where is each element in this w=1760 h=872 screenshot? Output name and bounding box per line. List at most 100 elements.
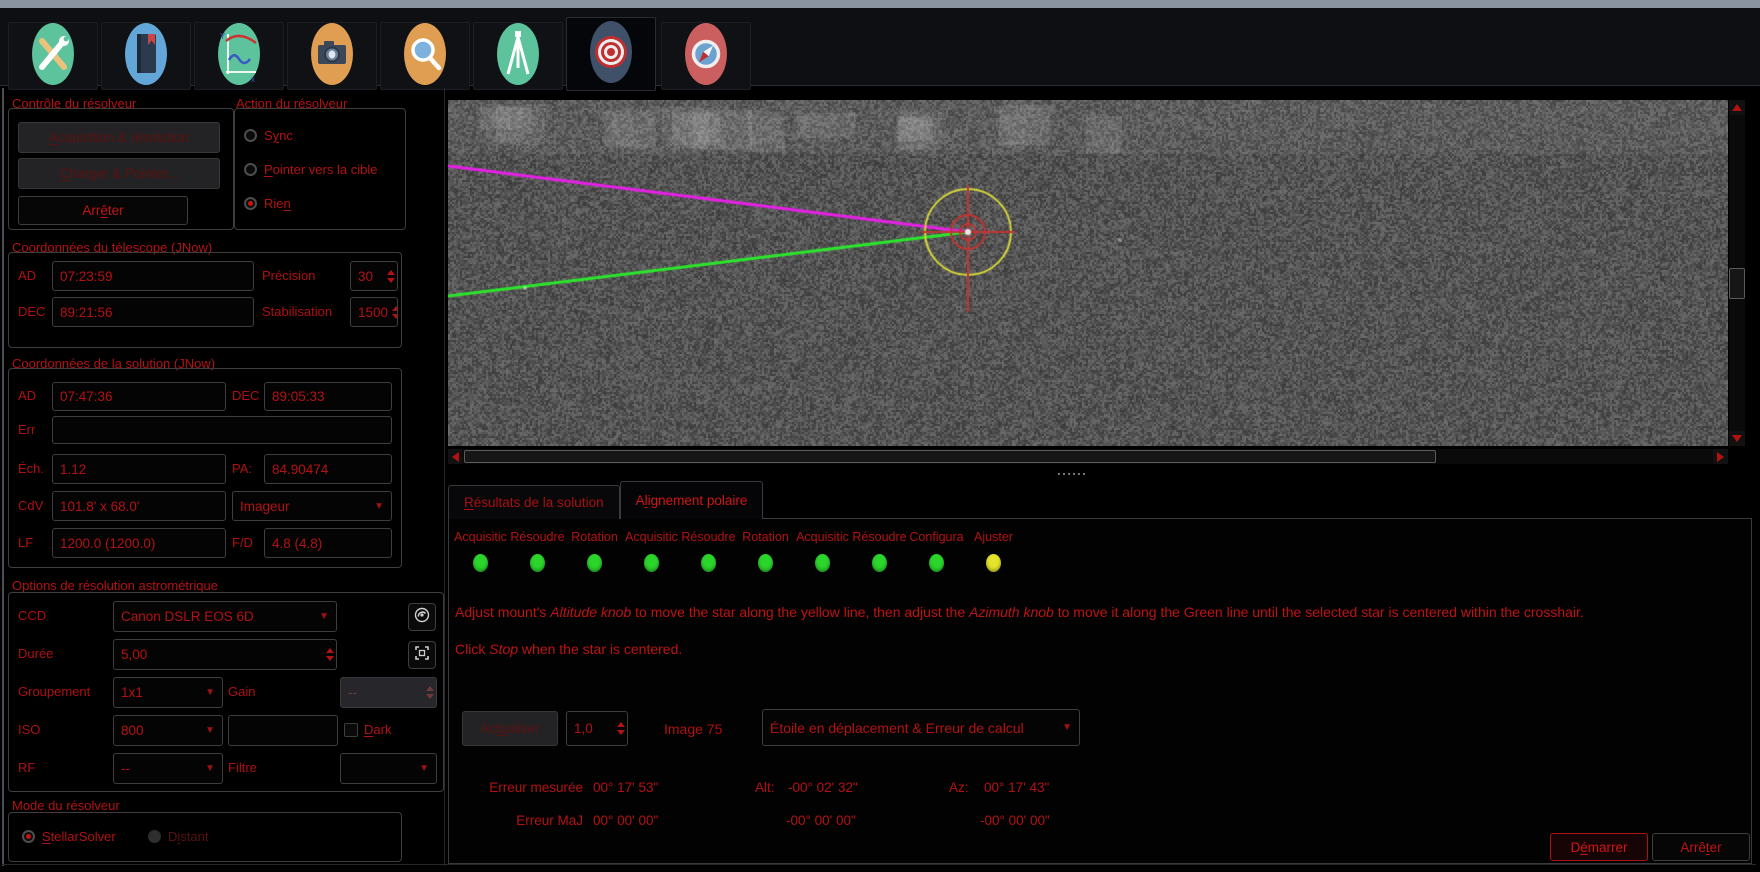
left-frame-edge xyxy=(2,88,4,866)
solver-stop-button[interactable]: Arr ê ter xyxy=(18,196,188,225)
radio-sync-circle[interactable] xyxy=(244,129,257,142)
step-solve-2: Résoudre xyxy=(680,530,737,572)
compass-icon xyxy=(684,22,728,91)
iso-value: 800 xyxy=(121,723,144,738)
alt-updated-value: -00° 00' 00" xyxy=(786,813,856,828)
spinner-arrows-icon[interactable] xyxy=(617,722,625,735)
step-label: Rotation xyxy=(742,530,789,544)
scroll-left-arrow[interactable] xyxy=(448,449,462,464)
binning-dropdown[interactable]: 1x1 ▼ xyxy=(113,677,223,708)
offset-field[interactable] xyxy=(228,715,338,746)
settle-value: 1500 xyxy=(358,304,389,320)
fov-label: CdV xyxy=(18,498,44,513)
tab-scheduler[interactable] xyxy=(101,22,191,90)
window-titlebar-strip xyxy=(0,0,1760,8)
step-status-dot xyxy=(644,554,659,572)
gain-value: -- xyxy=(348,685,357,700)
chevron-down-icon: ▼ xyxy=(205,725,215,736)
alt-error-label: Alt: xyxy=(755,780,775,795)
radio-stellarsolver-circle[interactable] xyxy=(22,830,35,843)
radio-stellarsolver[interactable] xyxy=(22,830,35,848)
refresh-button[interactable]: Ac tu aliser xyxy=(462,711,558,746)
accuracy-spinbox[interactable]: 30 xyxy=(350,261,398,291)
filter-dropdown[interactable]: ▼ xyxy=(340,753,437,784)
az-error-label: Az: xyxy=(949,780,969,795)
splitter-handle[interactable] xyxy=(1058,473,1085,475)
section-title-telescope-coords: Coordonnées du télescope (JNow) xyxy=(12,240,213,255)
stop-button[interactable]: Arrê t er xyxy=(1652,833,1750,861)
spinner-arrows-icon xyxy=(426,686,434,699)
spinner-arrows-icon[interactable] xyxy=(387,269,395,283)
tab-capture[interactable] xyxy=(287,22,377,90)
step-label: Acquisitic xyxy=(796,530,849,544)
settle-spinbox[interactable]: 1500 xyxy=(350,297,398,327)
filter-wheel-dropdown[interactable]: -- ▼ xyxy=(113,753,223,784)
sky-image-view[interactable] xyxy=(448,100,1728,446)
scroll-right-arrow[interactable] xyxy=(1713,449,1728,464)
zoom-fit-button[interactable] xyxy=(408,641,436,669)
step-label: Ajuster xyxy=(974,530,1013,544)
tab-mount[interactable] xyxy=(473,22,563,90)
step-rotate-2: Rotation xyxy=(737,530,794,572)
stretch-toggle-button[interactable] xyxy=(408,603,436,631)
step-capture-3: Acquisitic xyxy=(794,530,851,572)
hscrollbar-thumb[interactable] xyxy=(464,450,1436,463)
vscrollbar-thumb[interactable] xyxy=(1729,268,1745,299)
error-label: Err xyxy=(18,422,36,437)
solver-control-group xyxy=(8,108,234,230)
dark-checkbox[interactable] xyxy=(344,723,358,737)
display-mode-dropdown[interactable]: Étoile en déplacement & Erreur de calcul… xyxy=(762,709,1080,746)
panel-splitter[interactable] xyxy=(444,88,445,866)
radio-nothing-circle[interactable] xyxy=(244,197,257,210)
solver-action-group xyxy=(234,108,406,230)
spinner-arrows-icon[interactable] xyxy=(392,305,397,319)
radio-nothing[interactable] xyxy=(244,197,257,215)
tab-align[interactable] xyxy=(566,17,656,91)
radio-slew-to-target[interactable] xyxy=(244,163,257,181)
tab-guide[interactable] xyxy=(661,22,751,90)
binning-value: 1x1 xyxy=(121,685,143,700)
telescope-dec-field[interactable]: 89:21:56 xyxy=(52,297,254,327)
step-status-dot xyxy=(587,554,602,572)
polar-steps: Acquisitic Résoudre Rotation Acquisitic … xyxy=(452,530,1022,572)
focal-length-field: 1200.0 (1200.0) xyxy=(52,528,226,558)
iso-dropdown[interactable]: 800 ▼ xyxy=(113,715,223,746)
tab-focus[interactable] xyxy=(380,22,470,90)
exposure-spinbox[interactable]: 5,00 xyxy=(113,639,337,670)
step-capture-2: Acquisitic xyxy=(623,530,680,572)
spinner-arrows-icon[interactable] xyxy=(326,648,334,661)
bottom-frame-edge xyxy=(2,864,1756,865)
refresh-exposure-spinbox[interactable]: 1,0 xyxy=(566,711,628,746)
solution-dec-label: DEC xyxy=(232,388,260,403)
scroll-down-arrow[interactable] xyxy=(1729,431,1745,446)
fov-field: 101.8' x 68.0' xyxy=(52,491,226,521)
radio-remote-circle[interactable] xyxy=(148,830,161,843)
step-status-dot xyxy=(815,554,830,572)
chevron-down-icon: ▼ xyxy=(319,611,329,622)
camera-icon xyxy=(310,22,354,91)
ccd-dropdown[interactable]: Canon DSLR EOS 6D ▼ xyxy=(113,601,337,632)
az-updated-value: -00° 00' 00" xyxy=(980,813,1050,828)
gain-spinbox[interactable]: -- xyxy=(340,677,437,708)
image-count-label: Image 75 xyxy=(664,721,723,737)
focal-ratio-field: 4.8 (4.8) xyxy=(264,528,392,558)
tab-setup[interactable] xyxy=(8,22,98,90)
scroll-up-arrow[interactable] xyxy=(1729,100,1745,115)
radio-slew-circle[interactable] xyxy=(244,163,257,176)
radio-remote[interactable] xyxy=(148,830,161,848)
radio-sync[interactable] xyxy=(244,129,257,147)
fov-profile-dropdown[interactable]: Imageur ▼ xyxy=(232,491,392,521)
telescope-ra-field[interactable]: 07:23:59 xyxy=(52,261,254,291)
scale-label: Éch. xyxy=(18,461,45,476)
step-solve-3: Résoudre xyxy=(851,530,908,572)
